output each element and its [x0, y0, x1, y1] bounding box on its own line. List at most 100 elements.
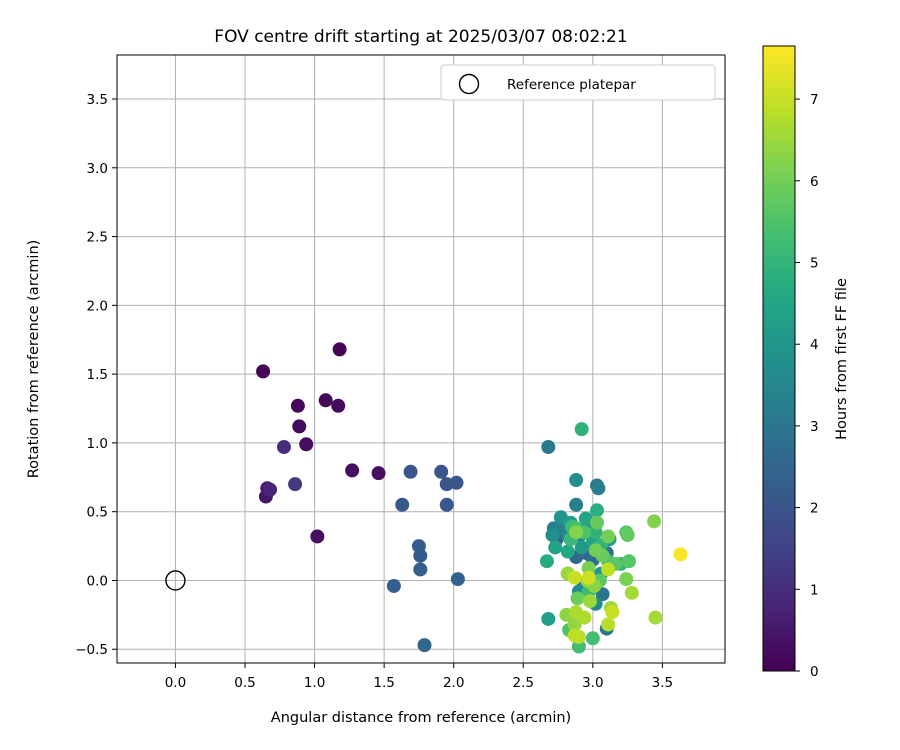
data-point [310, 529, 325, 544]
data-point [583, 594, 598, 609]
data-point [450, 572, 465, 587]
x-axis-ticks: 0.0 0.5 1.0 1.5 2.0 2.5 3.0 3.5 [165, 663, 673, 691]
data-point [290, 398, 305, 413]
data-point [581, 570, 596, 585]
data-point [648, 610, 663, 625]
data-point [560, 544, 575, 559]
y-tick-label: 0.5 [87, 505, 108, 521]
data-point [439, 497, 454, 512]
data-point [622, 554, 636, 569]
reference-platepar-marker [165, 570, 186, 591]
data-point [331, 398, 346, 413]
data-point [590, 515, 604, 530]
data-point [588, 543, 603, 558]
data-point [577, 610, 592, 625]
data-point [601, 529, 616, 544]
y-tick-label: 1.0 [87, 436, 108, 452]
data-point [288, 477, 303, 492]
data-point [541, 611, 556, 626]
y-tick-label: 1.5 [87, 367, 108, 383]
data-point [567, 628, 582, 643]
colorbar-tick-label: 6 [810, 174, 819, 190]
x-tick-label: 0.5 [234, 675, 255, 691]
colorbar [762, 45, 796, 672]
y-tick-label: 2.0 [87, 298, 108, 314]
data-point [601, 562, 616, 577]
data-point [299, 437, 314, 452]
colorbar-label: Hours from first FF file [834, 278, 850, 440]
data-points [165, 342, 688, 654]
colorbar-tick-label: 7 [810, 92, 819, 108]
data-point [574, 422, 589, 437]
y-tick-label: 2.5 [87, 230, 108, 246]
data-point [548, 540, 563, 555]
colorbar-ticks: 0 1 2 3 4 5 6 7 [795, 92, 819, 680]
colorbar-tick-label: 5 [810, 256, 819, 272]
chart-title: FOV centre drift starting at 2025/03/07 … [214, 27, 627, 47]
plot-frame [116, 54, 726, 664]
data-point [601, 617, 616, 632]
data-point [345, 463, 360, 478]
data-point [539, 554, 554, 569]
data-point [332, 342, 347, 357]
data-point [619, 572, 634, 587]
data-point [403, 464, 418, 479]
data-point [413, 548, 428, 563]
colorbar-tick-label: 0 [810, 664, 819, 680]
x-tick-label: 2.0 [443, 675, 464, 691]
data-point [578, 511, 593, 526]
y-tick-label: 0.0 [87, 573, 108, 589]
colorbar-tick-label: 3 [810, 419, 819, 435]
data-point [318, 393, 333, 408]
x-tick-label: 1.0 [304, 675, 325, 691]
data-point [590, 503, 604, 518]
data-point [541, 440, 556, 455]
data-point [545, 528, 560, 543]
data-point [567, 617, 582, 632]
legend: Reference platepar [440, 64, 716, 101]
x-tick-label: 3.0 [582, 675, 603, 691]
data-point [574, 540, 589, 555]
y-tick-label: −0.5 [75, 642, 108, 658]
data-point [395, 497, 410, 512]
data-point [417, 638, 432, 653]
data-point [581, 561, 596, 576]
data-point [292, 419, 307, 434]
data-point [371, 466, 386, 481]
data-point [569, 525, 584, 540]
x-axis-label: Angular distance from reference (arcmin) [271, 710, 571, 726]
x-tick-label: 0.0 [165, 675, 186, 691]
colorbar-tick-label: 2 [810, 501, 819, 517]
data-point [256, 364, 271, 379]
data-point [647, 514, 662, 529]
data-point [620, 528, 635, 543]
legend-label-reference: Reference platepar [507, 77, 636, 93]
data-point [624, 585, 639, 600]
y-tick-label: 3.5 [87, 92, 108, 108]
legend-marker-reference [458, 73, 480, 95]
data-point [276, 440, 291, 455]
data-point [591, 481, 606, 496]
data-point [673, 547, 688, 562]
colorbar-tick-label: 4 [810, 337, 819, 353]
x-tick-label: 2.5 [513, 675, 534, 691]
data-point [605, 605, 620, 620]
x-tick-label: 1.5 [373, 675, 394, 691]
legend-box [440, 64, 716, 101]
data-point [569, 497, 584, 512]
data-point [571, 639, 586, 654]
y-axis-label: Rotation from reference (arcmin) [26, 240, 42, 479]
data-point [413, 562, 428, 577]
data-point [585, 631, 600, 646]
data-point [449, 475, 464, 490]
data-point [570, 591, 585, 606]
data-point [263, 482, 278, 497]
data-point [569, 473, 584, 488]
data-point [434, 464, 449, 479]
data-point [567, 570, 582, 585]
colorbar-tick-label: 1 [810, 582, 819, 598]
grid [117, 55, 725, 663]
y-tick-label: 3.0 [87, 161, 108, 177]
x-tick-label: 3.5 [652, 675, 673, 691]
